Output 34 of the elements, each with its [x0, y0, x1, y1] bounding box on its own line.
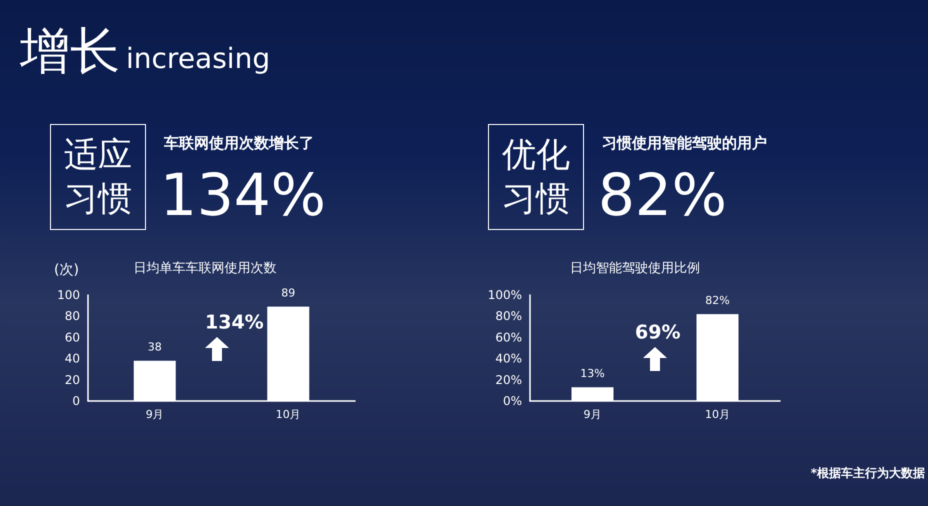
y-tick-label: 40%: [495, 352, 522, 366]
text: increasing: [126, 42, 270, 75]
chart-title: 日均单车车联网使用次数: [134, 261, 276, 276]
x-tick-label: 9月: [146, 408, 164, 421]
text: 适应习惯: [50, 124, 146, 230]
y-tick-label: 0%: [502, 394, 522, 408]
data-label: 38: [148, 340, 162, 354]
y-tick-label: 60: [64, 330, 80, 344]
y-tick-label: 80%: [495, 309, 522, 324]
y-tick-label: 20%: [495, 372, 522, 387]
annotation: 134%: [205, 312, 264, 334]
x-tick-label: 10月: [276, 408, 301, 421]
text: 车联网使用次数增长了: [164, 134, 314, 153]
annotation: 69%: [635, 322, 680, 344]
chart-title: 日均智能驾驶使用比例: [570, 261, 700, 276]
text: *根据车主行为大数据: [810, 465, 925, 482]
text: 增长: [20, 22, 120, 80]
data-label: 13%: [580, 367, 605, 380]
text: 优化习惯: [488, 124, 584, 230]
y-axis-title: (次): [54, 262, 79, 278]
y-tick-label: 40: [64, 352, 80, 366]
x-tick-label: 10月: [705, 408, 730, 421]
y-tick-label: 60%: [495, 330, 522, 344]
y-tick-label: 0: [72, 394, 80, 408]
y-tick-label: 100: [57, 288, 80, 302]
y-tick-label: 20: [64, 372, 80, 387]
text: 习惯使用智能驾驶的用户: [602, 134, 767, 153]
x-tick-label: 9月: [584, 408, 602, 421]
y-tick-label: 100%: [488, 288, 522, 302]
y-tick-label: 80: [64, 309, 80, 324]
text: 82%: [598, 160, 727, 230]
data-label: 82%: [705, 294, 730, 308]
text: 134%: [160, 160, 326, 230]
data-label: 89: [281, 286, 296, 300]
